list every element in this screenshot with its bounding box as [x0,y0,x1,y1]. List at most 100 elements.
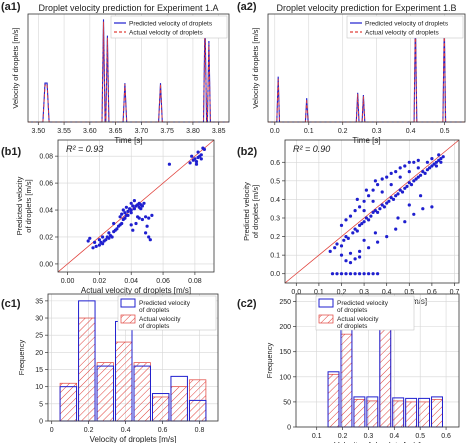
x-tick-label: 3.65 [109,128,123,135]
panel-label-b1: (b1) [1,146,22,158]
scatter-point [131,204,135,208]
scatter-point [196,150,200,154]
scatter-point [430,157,434,161]
legend-label: Predicted velocity of droplets [129,21,213,28]
y-tick-label: 0.5 [270,178,280,185]
scatter-point [328,249,332,253]
scatter-point [194,162,199,166]
scatter-point [398,188,402,192]
scatter-point [425,168,429,172]
bar-actual [366,400,379,428]
y-axis-label: Velocity of droplets [m/s] [11,27,20,108]
axes-frame [267,13,466,123]
scatter-point [137,216,141,220]
legend-label: Predicted velocity [139,300,191,307]
scatter-point [353,257,357,261]
scatter-point [371,210,375,214]
y-tick-label: 0.0 [270,271,280,278]
scatter-point [339,223,344,227]
scatter-point [351,231,355,235]
panel-label-c2: (c2) [237,298,257,310]
y-axis-label: Frequency [17,340,26,376]
legend-label: Actual velocity of droplets [365,30,439,37]
x-tick-label: 3.60 [83,128,97,135]
scatter-point [335,242,339,246]
scatter-point [132,199,136,203]
bar-actual [59,382,77,422]
scatter-point [121,208,125,212]
scatter-point [145,224,149,228]
scatter-point [394,227,398,231]
bar-actual [115,341,133,422]
y-tick-label: 0.04 [39,208,53,215]
y-tick-label: 5 [39,401,43,408]
scatter-point [147,235,151,239]
scatter-point [140,204,144,208]
scatter-point [362,238,366,242]
scatter-point [353,272,357,276]
scatter-point [344,235,348,239]
legend-label: of droplets [139,323,170,330]
x-tick-label: 0.6 [427,289,437,296]
x-tick-label: 0.5 [440,128,450,135]
legend-box [315,295,415,331]
scatter-point [97,238,101,242]
legend-swatch [318,298,334,308]
scatter-point [376,240,380,244]
scatter-point [93,240,97,244]
y-axis-label: Frequency [265,343,274,379]
scatter-point [348,251,353,255]
scatter-point [419,173,423,177]
scatter-point [362,272,366,276]
scatter-point [367,272,371,276]
legend-box [117,295,217,331]
scatter-point [364,188,368,192]
scatter-point [120,212,124,216]
y-tick-label: 0.3 [270,216,280,223]
scatter-point [190,154,194,158]
scatter-point [348,272,353,276]
y-tick-label: 50 [283,399,291,406]
scatter-point [128,207,132,211]
scatter-point [434,164,438,168]
scatter-point [358,249,362,253]
scatter-point [358,255,362,259]
scatter-point [419,194,423,198]
scatter-point [107,231,111,235]
scatter-point [385,175,389,179]
scatter-point [355,197,359,201]
scatter-point [344,272,348,276]
panel-c2 [293,293,460,430]
scatter-point [344,218,348,222]
scatter-point [416,175,420,179]
bar-actual [96,362,114,422]
scatter-point [339,253,344,257]
panel-c1 [45,293,219,424]
scatter-point [167,162,171,166]
axes-frame [27,13,230,123]
scatter-point [129,223,133,227]
x-tick-label: 0.2 [337,289,347,296]
scatter-point [348,261,353,265]
scatter-point [403,186,407,190]
y-tick-label: 25 [35,333,43,340]
scatter-point [140,217,144,222]
scatter-point [358,205,362,209]
x-tick-label: 0.2 [84,427,94,434]
scatter-point [348,214,353,218]
scatter-point [387,199,391,203]
scatter-point [412,179,416,183]
scatter-point [364,216,368,220]
scatter-point [353,227,357,231]
scatter-point [380,177,384,181]
scatter-point [405,184,409,188]
chart-title: Droplet velocity prediction for Experime… [276,3,456,13]
scatter-point [396,216,400,220]
scatter-point [129,201,133,205]
scatter-point [380,190,384,194]
scatter-point [396,192,400,196]
x-tick-label: 0.4 [121,427,131,434]
panel-a1 [27,13,230,125]
scatter-point [142,201,146,205]
bar-actual [418,401,430,428]
